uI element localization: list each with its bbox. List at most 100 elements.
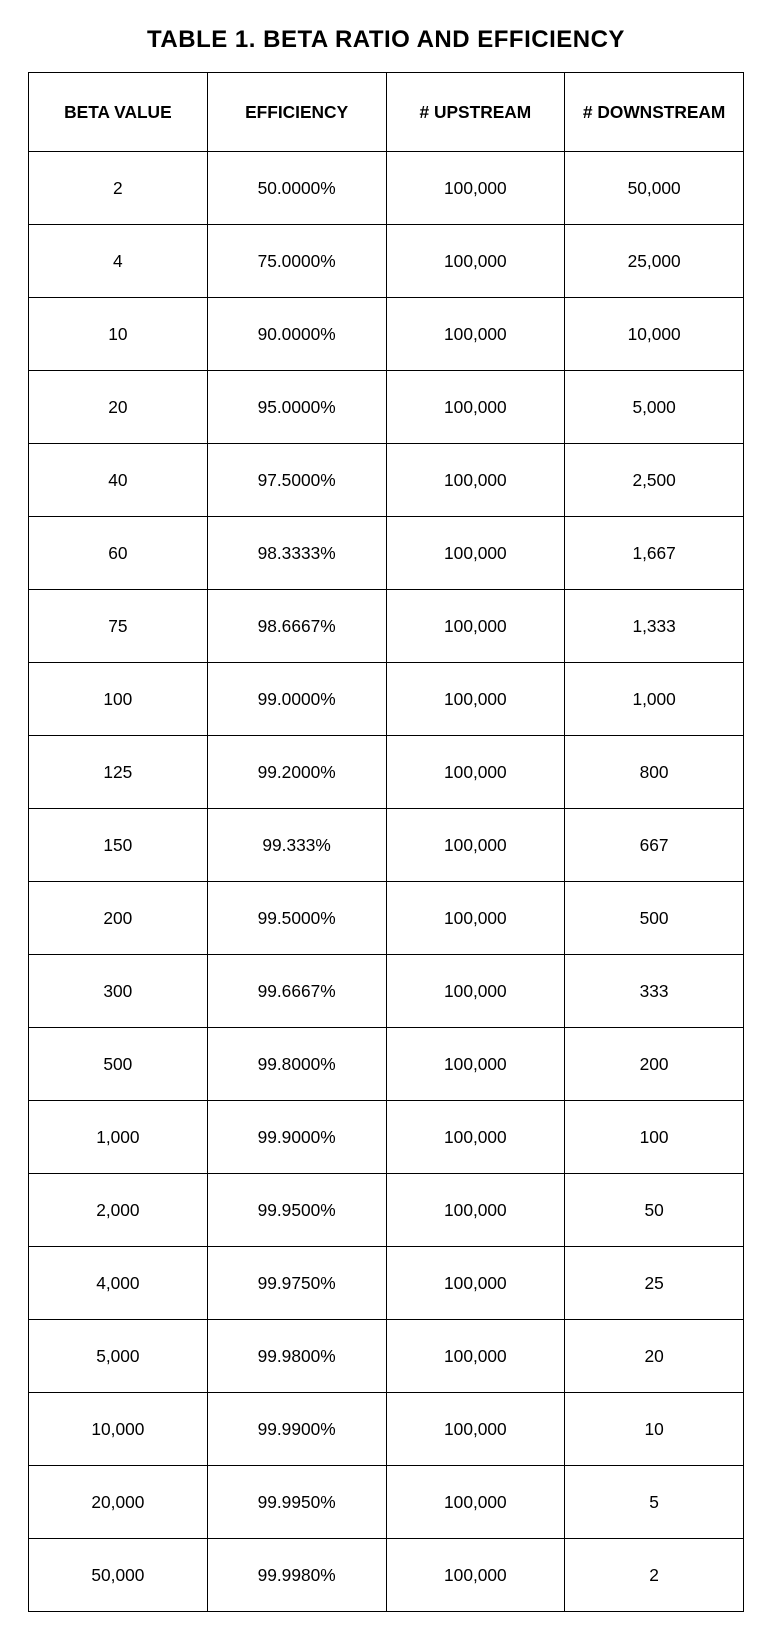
cell-upstream: 100,000 <box>386 1393 565 1466</box>
cell-beta: 100 <box>29 663 208 736</box>
cell-upstream: 100,000 <box>386 882 565 955</box>
table-row: 50,00099.9980%100,0002 <box>29 1539 744 1612</box>
cell-beta: 20,000 <box>29 1466 208 1539</box>
table-body: 250.0000%100,00050,000475.0000%100,00025… <box>29 152 744 1612</box>
cell-downstream: 20 <box>565 1320 744 1393</box>
cell-upstream: 100,000 <box>386 152 565 225</box>
cell-efficiency: 90.0000% <box>207 298 386 371</box>
table-row: 2095.0000%100,0005,000 <box>29 371 744 444</box>
cell-beta: 20 <box>29 371 208 444</box>
table-row: 1090.0000%100,00010,000 <box>29 298 744 371</box>
cell-efficiency: 99.9800% <box>207 1320 386 1393</box>
cell-efficiency: 97.5000% <box>207 444 386 517</box>
cell-beta: 300 <box>29 955 208 1028</box>
cell-downstream: 100 <box>565 1101 744 1174</box>
cell-efficiency: 98.3333% <box>207 517 386 590</box>
table-row: 4,00099.9750%100,00025 <box>29 1247 744 1320</box>
cell-efficiency: 99.333% <box>207 809 386 882</box>
cell-beta: 2 <box>29 152 208 225</box>
table-header: BETA VALUE EFFICIENCY # UPSTREAM # DOWNS… <box>29 73 744 152</box>
cell-efficiency: 75.0000% <box>207 225 386 298</box>
table-header-row: BETA VALUE EFFICIENCY # UPSTREAM # DOWNS… <box>29 73 744 152</box>
cell-downstream: 2,500 <box>565 444 744 517</box>
cell-beta: 125 <box>29 736 208 809</box>
cell-beta: 5,000 <box>29 1320 208 1393</box>
cell-downstream: 25,000 <box>565 225 744 298</box>
cell-downstream: 1,000 <box>565 663 744 736</box>
cell-downstream: 500 <box>565 882 744 955</box>
cell-downstream: 10 <box>565 1393 744 1466</box>
table-row: 475.0000%100,00025,000 <box>29 225 744 298</box>
col-header-downstream: # DOWNSTREAM <box>565 73 744 152</box>
cell-beta: 75 <box>29 590 208 663</box>
cell-downstream: 200 <box>565 1028 744 1101</box>
cell-efficiency: 99.8000% <box>207 1028 386 1101</box>
cell-upstream: 100,000 <box>386 298 565 371</box>
cell-upstream: 100,000 <box>386 1247 565 1320</box>
cell-upstream: 100,000 <box>386 1174 565 1247</box>
cell-efficiency: 99.2000% <box>207 736 386 809</box>
cell-efficiency: 99.9950% <box>207 1466 386 1539</box>
table-row: 20,00099.9950%100,0005 <box>29 1466 744 1539</box>
cell-upstream: 100,000 <box>386 1466 565 1539</box>
table-row: 10099.0000%100,0001,000 <box>29 663 744 736</box>
cell-downstream: 5,000 <box>565 371 744 444</box>
cell-downstream: 50 <box>565 1174 744 1247</box>
cell-beta: 4 <box>29 225 208 298</box>
col-header-upstream: # UPSTREAM <box>386 73 565 152</box>
cell-efficiency: 99.9980% <box>207 1539 386 1612</box>
cell-efficiency: 99.9000% <box>207 1101 386 1174</box>
cell-efficiency: 99.9500% <box>207 1174 386 1247</box>
table-row: 12599.2000%100,000800 <box>29 736 744 809</box>
cell-upstream: 100,000 <box>386 663 565 736</box>
cell-beta: 150 <box>29 809 208 882</box>
cell-efficiency: 99.0000% <box>207 663 386 736</box>
cell-downstream: 25 <box>565 1247 744 1320</box>
table-row: 6098.3333%100,0001,667 <box>29 517 744 590</box>
cell-efficiency: 99.6667% <box>207 955 386 1028</box>
page-container: TABLE 1. BETA RATIO AND EFFICIENCY BETA … <box>0 0 772 1642</box>
table-row: 1,00099.9000%100,000100 <box>29 1101 744 1174</box>
cell-downstream: 1,667 <box>565 517 744 590</box>
cell-downstream: 2 <box>565 1539 744 1612</box>
cell-efficiency: 98.6667% <box>207 590 386 663</box>
table-row: 4097.5000%100,0002,500 <box>29 444 744 517</box>
cell-upstream: 100,000 <box>386 1320 565 1393</box>
cell-upstream: 100,000 <box>386 736 565 809</box>
table-row: 10,00099.9900%100,00010 <box>29 1393 744 1466</box>
table-row: 30099.6667%100,000333 <box>29 955 744 1028</box>
beta-table: BETA VALUE EFFICIENCY # UPSTREAM # DOWNS… <box>28 72 744 1612</box>
cell-downstream: 333 <box>565 955 744 1028</box>
cell-upstream: 100,000 <box>386 809 565 882</box>
cell-efficiency: 95.0000% <box>207 371 386 444</box>
cell-upstream: 100,000 <box>386 955 565 1028</box>
cell-downstream: 667 <box>565 809 744 882</box>
col-header-efficiency: EFFICIENCY <box>207 73 386 152</box>
cell-upstream: 100,000 <box>386 225 565 298</box>
cell-upstream: 100,000 <box>386 1101 565 1174</box>
table-row: 20099.5000%100,000500 <box>29 882 744 955</box>
cell-beta: 10,000 <box>29 1393 208 1466</box>
cell-beta: 10 <box>29 298 208 371</box>
col-header-beta: BETA VALUE <box>29 73 208 152</box>
cell-upstream: 100,000 <box>386 371 565 444</box>
cell-upstream: 100,000 <box>386 444 565 517</box>
cell-upstream: 100,000 <box>386 590 565 663</box>
cell-upstream: 100,000 <box>386 517 565 590</box>
table-title: TABLE 1. BETA RATIO AND EFFICIENCY <box>28 26 744 54</box>
cell-downstream: 800 <box>565 736 744 809</box>
cell-beta: 500 <box>29 1028 208 1101</box>
cell-downstream: 50,000 <box>565 152 744 225</box>
table-row: 2,00099.9500%100,00050 <box>29 1174 744 1247</box>
cell-beta: 200 <box>29 882 208 955</box>
cell-efficiency: 99.9900% <box>207 1393 386 1466</box>
cell-efficiency: 50.0000% <box>207 152 386 225</box>
table-row: 5,00099.9800%100,00020 <box>29 1320 744 1393</box>
table-row: 15099.333%100,000667 <box>29 809 744 882</box>
cell-efficiency: 99.9750% <box>207 1247 386 1320</box>
cell-beta: 1,000 <box>29 1101 208 1174</box>
table-row: 7598.6667%100,0001,333 <box>29 590 744 663</box>
cell-upstream: 100,000 <box>386 1028 565 1101</box>
cell-downstream: 10,000 <box>565 298 744 371</box>
cell-beta: 40 <box>29 444 208 517</box>
